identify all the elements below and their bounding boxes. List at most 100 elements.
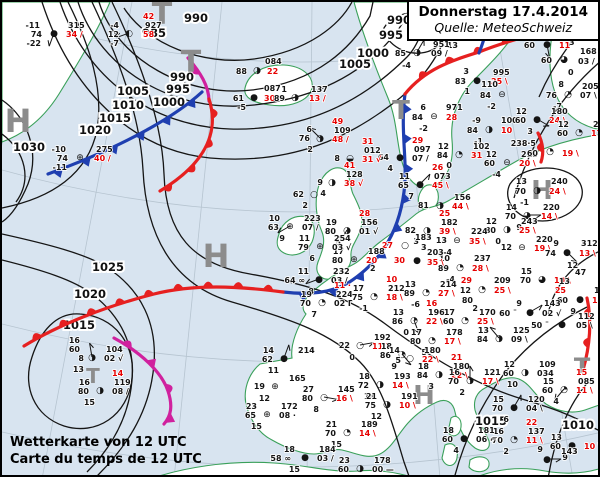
station-value: 17 [353,284,364,293]
station-value: -4 [492,170,501,179]
station-value: 6 [309,254,315,263]
cloud-cover-symbol: ● [413,256,421,266]
cloud-cover-symbol: ● [50,29,58,39]
station-value: 3 [428,382,434,391]
station-value: 9 [279,234,285,243]
station-value: 995 [493,68,510,77]
station-value: 06 ⌐ [476,435,497,444]
isobar-path [91,2,410,475]
cloud-cover-symbol: ○ [406,354,414,364]
cloud-cover-symbol: ◔ [461,316,469,326]
station-value: 00 — [372,465,394,474]
station-value: 951 [433,40,450,49]
station-value: 184 [319,445,336,454]
station-value: 09 \ [511,335,528,344]
station-value: 5 [335,238,341,247]
station-value: 315 [68,21,85,30]
station-value: 22 [339,341,350,350]
station-value: -4 [446,275,455,284]
station-value-red: 27 [382,241,393,250]
station-value-red: 20 [366,256,378,265]
cloud-cover-symbol: ● [558,320,566,330]
isobar-label: 990 [170,70,194,84]
station-value: 5 [421,348,427,357]
station-value: 02 Γ [334,299,353,308]
station-plot: ◔ 238·560 19 \ [510,138,580,159]
station-value: 218 [521,150,538,159]
station-value: 15 [84,398,96,407]
station-value: 214 [440,280,457,289]
isobar-label: 990 [387,13,411,27]
station-value: 13 [436,236,447,245]
station-value: 223 [304,214,321,223]
isobar-path [513,62,598,199]
cloud-cover-symbol: ⊕ [76,153,84,163]
cloud-cover-symbol: ◔ [422,288,430,298]
station-value: 16 [79,378,91,387]
station-value: 12 [108,30,119,39]
station-value: 220 [543,203,560,212]
station-value: 01 √ [359,227,379,236]
station-value-red: 16 [426,299,438,308]
wind-barb [529,304,543,313]
station-value: 08 / [112,387,129,396]
station-value: -4 [402,61,411,70]
station-value: 80 [78,387,90,396]
station-value-red: 28 \ [472,264,489,273]
station-value: 14 [364,392,376,401]
station-value: 65 [245,411,257,420]
station-value: 214 [298,346,315,355]
station-value: 74 [31,30,43,39]
isobar-label: 1025 [92,260,124,274]
cloud-cover-symbol: ◒ [346,154,354,164]
station-value: 13 [551,433,562,442]
station-value: 64 [378,153,390,162]
station-value: 13 [478,326,489,335]
front-occluded [186,56,211,103]
front-pip [52,168,63,178]
isobar-path [507,167,583,222]
station-value: 70 [492,436,504,445]
station-value-red: 25 [555,286,567,295]
front-pip [232,282,244,288]
station-value: 120 [528,395,545,404]
station-value: 11 [399,172,411,181]
station-value-red: 42 [143,12,154,21]
station-value: 1 [464,87,470,96]
station-value: 85 [395,49,407,58]
fronts [22,4,592,426]
front-pip [186,163,196,173]
cloud-cover-symbol: ● [510,403,518,413]
station-value: 60 [484,159,496,168]
cloud-cover-symbol: ◑ [96,386,104,396]
front-pip [86,308,97,316]
wind-barb-feather [332,398,338,403]
station-value: 196 [428,308,445,317]
cloud-cover-symbol: ◔ [398,350,406,360]
wind-barb [48,32,55,47]
front-pip [32,333,43,342]
station-value-red: 10 \ [399,401,416,410]
cloud-cover-symbol: ⊖ [430,112,438,122]
station-value: 1 [281,85,287,94]
cloud-cover-symbol: ● [526,308,534,318]
station-value-red: 11 \ [526,436,543,445]
station-value: 312 [581,239,598,248]
station-value: 15 [493,395,505,404]
station-value: 70 [520,276,532,285]
cloud-cover-symbol: ◔ [428,336,436,346]
wind-barb-feather [555,458,562,463]
station-value-red: 11 [559,41,571,50]
station-value: 191 [401,392,418,401]
station-value: -11 [26,21,41,30]
station-value: 16 [69,336,81,345]
